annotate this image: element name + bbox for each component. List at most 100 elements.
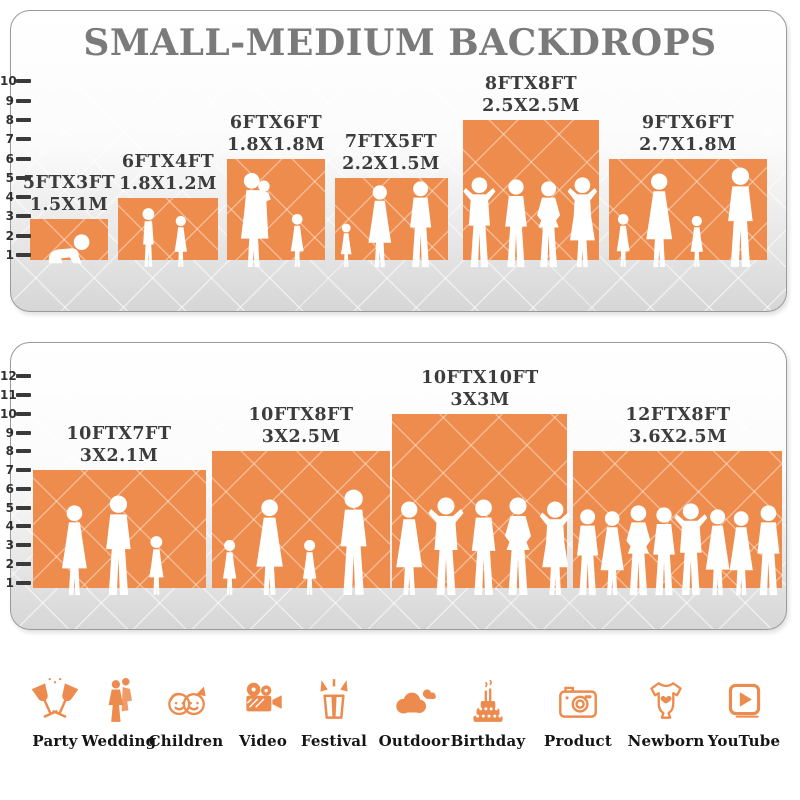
ruler-number: 3 xyxy=(5,209,14,223)
size-m: 2.2X1.5M xyxy=(342,153,440,174)
ruler-tick: 10 xyxy=(0,74,31,88)
ruler-dash xyxy=(16,157,31,161)
backdrop-label-9x6: 9FTX6FT 2.7X1.8M xyxy=(613,113,763,156)
category-label: Birthday xyxy=(450,732,526,750)
ruler-tick: 9 xyxy=(0,426,31,440)
ruler-number: 10 xyxy=(0,74,17,88)
ruler-number: 5 xyxy=(5,171,14,185)
category-wedding: Wedding xyxy=(74,660,164,750)
ruler-number: 11 xyxy=(0,388,17,402)
product-icon xyxy=(559,686,597,718)
crawling-baby-silhouette xyxy=(48,234,90,264)
ruler-number: 10 xyxy=(0,407,17,421)
ruler-tick: 4 xyxy=(0,190,31,204)
ruler-number: 1 xyxy=(5,248,14,262)
ruler-number: 4 xyxy=(5,519,14,533)
ruler-number: 4 xyxy=(5,190,14,204)
ruler-dash xyxy=(16,374,31,378)
ruler-dash xyxy=(16,99,31,103)
ruler-number: 6 xyxy=(5,152,14,166)
size-ft: 6FTX4FT xyxy=(121,152,215,172)
size-ft: 6FTX6FT xyxy=(229,113,323,133)
ruler-tick: 7 xyxy=(0,132,31,146)
family-of-three-silhouette xyxy=(340,181,432,268)
category-label: Newborn xyxy=(627,732,705,750)
two-children-silhouette xyxy=(142,208,188,267)
ruler-number: 7 xyxy=(5,132,14,146)
ruler-number: 2 xyxy=(5,229,14,243)
ruler-tick: 7 xyxy=(0,463,31,477)
ruler-tick: 3 xyxy=(0,209,31,223)
ruler-dash xyxy=(16,543,31,547)
ruler-tick: 6 xyxy=(0,152,31,166)
five-adults-silhouette xyxy=(396,497,570,596)
backdrop-label-10x8: 10FTX8FT 3X2.5M xyxy=(226,405,376,448)
size-ft: 10FTX10FT xyxy=(421,368,539,388)
ruler-dash xyxy=(16,79,31,83)
ruler-dash xyxy=(16,214,31,218)
ruler-number: 8 xyxy=(5,444,14,458)
category-label: Product xyxy=(543,732,613,750)
category-outdoor: Outdoor xyxy=(369,660,459,750)
category-label: Party xyxy=(32,732,78,750)
backdrop-label-10x10: 10FTX10FT 3X3M xyxy=(405,368,555,411)
ruler-tick: 3 xyxy=(0,538,31,552)
ruler-number: 12 xyxy=(0,369,17,383)
size-ft: 12FTX8FT xyxy=(625,405,731,425)
category-label: Wedding xyxy=(81,732,157,750)
category-birthday: Birthday xyxy=(443,660,533,750)
group-of-eight-silhouette xyxy=(577,503,780,596)
ruler-dash xyxy=(16,412,31,416)
category-children: Children xyxy=(141,660,231,750)
ruler-number: 3 xyxy=(5,538,14,552)
category-product: Product xyxy=(533,660,623,750)
wedding-icon xyxy=(108,677,133,722)
size-ft: 9FTX6FT xyxy=(641,113,735,133)
backdrop-label-8x8: 8FTX8FT 2.5X2.5M xyxy=(456,74,606,117)
size-m: 1.8X1.8M xyxy=(227,134,325,155)
backdrop-label-6x4: 6FTX4FT 1.8X1.2M xyxy=(93,152,243,195)
backdrop-label-5x3: 5FTX3FT 1.5X1M xyxy=(0,173,144,216)
backdrop-box-6x6 xyxy=(227,159,325,260)
ruler-number: 1 xyxy=(5,576,14,590)
ruler-tick: 9 xyxy=(0,94,31,108)
size-ft: 10FTX7FT xyxy=(66,424,172,444)
family-of-four-silhouette xyxy=(616,167,753,268)
page-title: SMALL-MEDIUM BACKDROPS xyxy=(83,22,717,64)
size-m: 3X2.5M xyxy=(261,426,341,447)
ruler-tick: 5 xyxy=(0,501,31,515)
category-label: Festival xyxy=(300,732,368,750)
ruler-dash xyxy=(16,581,31,585)
ruler-tick: 8 xyxy=(0,444,31,458)
category-festival: Festival xyxy=(289,660,379,750)
category-label: YouTube xyxy=(707,732,781,750)
ruler-tick: 12 xyxy=(0,369,31,383)
size-m: 2.7X1.8M xyxy=(639,134,737,155)
backdrop-box-6x4 xyxy=(118,198,218,260)
ruler-dash xyxy=(16,431,31,435)
newborn-icon xyxy=(650,682,682,719)
ruler-tick: 2 xyxy=(0,229,31,243)
ruler-dash xyxy=(16,234,31,238)
ruler-dash xyxy=(16,562,31,566)
ruler-dash xyxy=(16,468,31,472)
ruler-tick: 8 xyxy=(0,113,31,127)
backdrop-label-6x6: 6FTX6FT 1.8X1.8M xyxy=(201,113,351,156)
ruler-dash xyxy=(16,524,31,528)
ruler-tick: 2 xyxy=(0,557,31,571)
size-m: 3X2.1M xyxy=(79,445,159,466)
size-ft: 10FTX8FT xyxy=(248,405,354,425)
category-label: Outdoor xyxy=(378,732,450,750)
ruler-number: 7 xyxy=(5,463,14,477)
ruler-dash xyxy=(16,393,31,397)
ruler-number: 9 xyxy=(5,426,14,440)
ruler-number: 6 xyxy=(5,482,14,496)
youtube-icon xyxy=(728,683,761,718)
ruler-dash xyxy=(16,487,31,491)
video-icon xyxy=(246,682,282,712)
ruler-dash xyxy=(16,506,31,510)
festival-icon xyxy=(320,679,348,719)
category-party: Party xyxy=(10,660,100,750)
category-video: Video xyxy=(218,660,308,750)
